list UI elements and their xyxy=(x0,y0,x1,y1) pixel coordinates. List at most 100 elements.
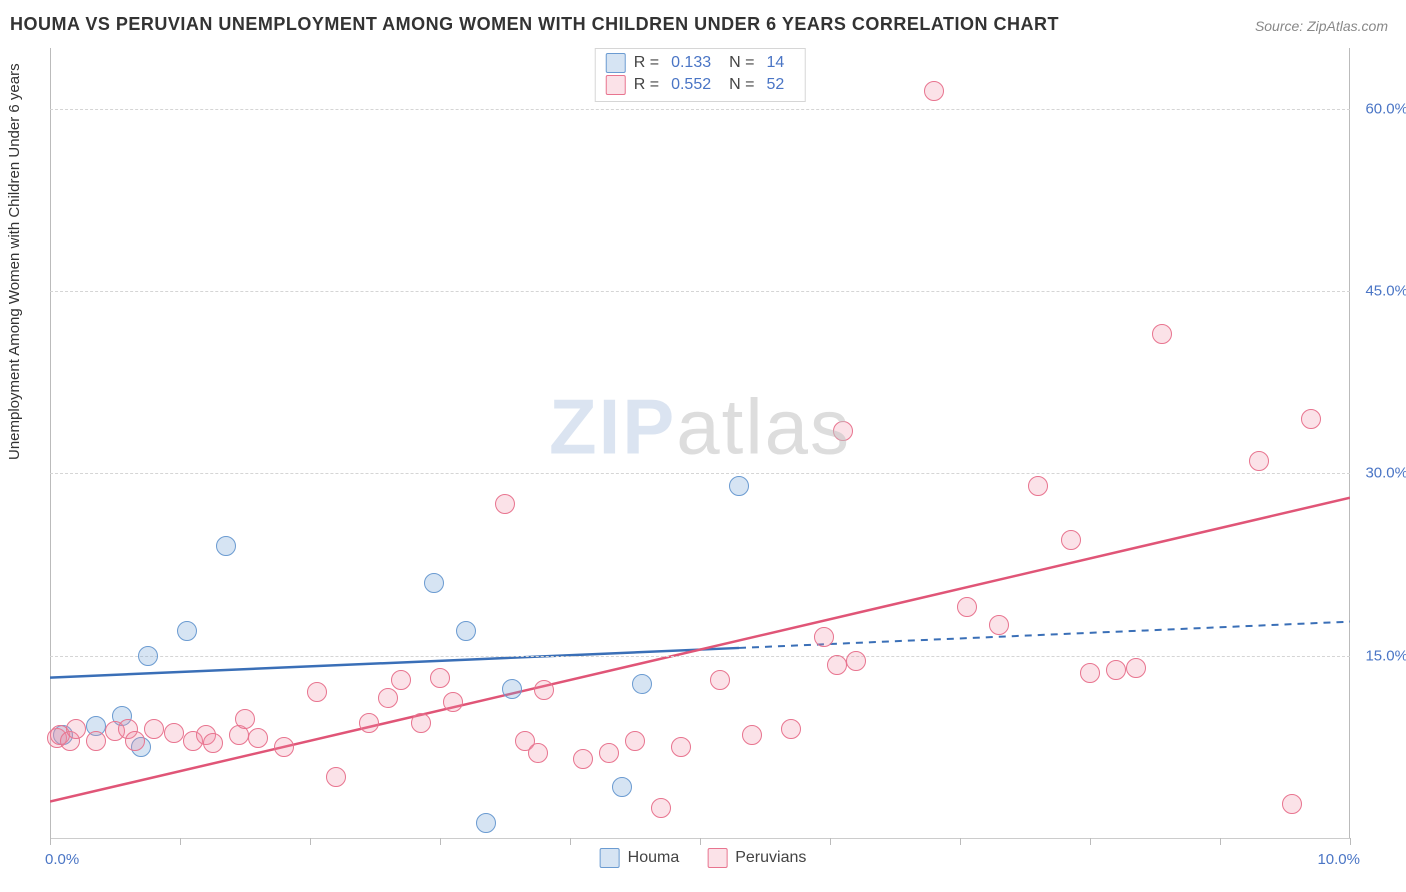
houma-point xyxy=(456,621,476,641)
grid-line xyxy=(50,473,1350,474)
houma-point xyxy=(177,621,197,641)
x-tick xyxy=(50,838,51,845)
peruvians-point xyxy=(125,731,145,751)
houma-point xyxy=(502,679,522,699)
legend-n-label: N = xyxy=(729,54,754,72)
peruvians-point xyxy=(651,798,671,818)
x-tick xyxy=(310,838,311,845)
peruvians-point xyxy=(833,421,853,441)
peruvians-point xyxy=(989,615,1009,635)
peruvians-point xyxy=(144,719,164,739)
peruvians-point xyxy=(924,81,944,101)
peruvians-point xyxy=(528,743,548,763)
peruvians-point xyxy=(1282,794,1302,814)
houma-point xyxy=(632,674,652,694)
peruvians-point xyxy=(957,597,977,617)
houma-point xyxy=(424,573,444,593)
correlation-legend: R = 0.133 N = 14 R = 0.552 N = 52 xyxy=(595,48,806,102)
peruvians-point xyxy=(827,655,847,675)
peruvians-point xyxy=(203,733,223,753)
peruvians-point xyxy=(742,725,762,745)
legend-label: Peruvians xyxy=(735,849,806,867)
peruvians-point xyxy=(378,688,398,708)
watermark: ZIPatlas xyxy=(549,382,851,473)
chart-title: HOUMA VS PERUVIAN UNEMPLOYMENT AMONG WOM… xyxy=(10,14,1059,35)
peruvians-point xyxy=(1028,476,1048,496)
legend-r-label: R = xyxy=(634,54,659,72)
watermark-rest: atlas xyxy=(676,383,851,471)
legend-n-value: 14 xyxy=(766,54,784,72)
x-tick xyxy=(570,838,571,845)
peruvians-point xyxy=(625,731,645,751)
y-tick-label: 45.0% xyxy=(1365,283,1406,300)
x-tick xyxy=(700,838,701,845)
legend-r-value: 0.552 xyxy=(671,76,711,94)
peruvians-point xyxy=(1061,530,1081,550)
peruvians-point xyxy=(1301,409,1321,429)
peruvians-point xyxy=(411,713,431,733)
houma-point xyxy=(138,646,158,666)
peruvians-point xyxy=(1152,324,1172,344)
peruvians-point xyxy=(599,743,619,763)
y-axis-line-right xyxy=(1349,48,1350,838)
legend-r-value: 0.133 xyxy=(671,54,711,72)
y-tick-label: 60.0% xyxy=(1365,100,1406,117)
legend-stat-row-houma: R = 0.133 N = 14 xyxy=(606,52,795,74)
x-tick xyxy=(1350,838,1351,845)
grid-line xyxy=(50,656,1350,657)
peruvians-trend-line xyxy=(50,498,1350,802)
y-tick-label: 15.0% xyxy=(1365,647,1406,664)
grid-line xyxy=(50,291,1350,292)
legend-n-label: N = xyxy=(729,76,754,94)
peruvians-point xyxy=(326,767,346,787)
peruvians-point xyxy=(164,723,184,743)
peruvians-point xyxy=(1080,663,1100,683)
peruvians-point xyxy=(1249,451,1269,471)
series-legend: Houma Peruvians xyxy=(600,848,807,868)
legend-swatch xyxy=(606,75,626,95)
houma-point xyxy=(216,536,236,556)
peruvians-point xyxy=(495,494,515,514)
grid-line xyxy=(50,109,1350,110)
x-tick xyxy=(1090,838,1091,845)
houma-point xyxy=(612,777,632,797)
x-tick xyxy=(180,838,181,845)
source-attribution: Source: ZipAtlas.com xyxy=(1255,18,1388,34)
legend-label: Houma xyxy=(628,849,680,867)
legend-item-peruvians: Peruvians xyxy=(707,848,806,868)
peruvians-point xyxy=(1126,658,1146,678)
y-tick-label: 30.0% xyxy=(1365,465,1406,482)
peruvians-point xyxy=(573,749,593,769)
legend-swatch xyxy=(707,848,727,868)
peruvians-point xyxy=(1106,660,1126,680)
x-tick xyxy=(830,838,831,845)
peruvians-point xyxy=(274,737,294,757)
peruvians-point xyxy=(846,651,866,671)
chart-plot-area: ZIPatlas R =0.133N =14R =0.552N =52 15.0… xyxy=(50,48,1350,839)
legend-item-houma: Houma xyxy=(600,848,680,868)
x-tick xyxy=(1220,838,1221,845)
peruvians-point xyxy=(235,709,255,729)
legend-n-value: 52 xyxy=(766,76,784,94)
peruvians-point xyxy=(248,728,268,748)
peruvians-point xyxy=(781,719,801,739)
legend-swatch xyxy=(600,848,620,868)
watermark-bold: ZIP xyxy=(549,383,676,471)
peruvians-point xyxy=(391,670,411,690)
peruvians-point xyxy=(359,713,379,733)
x-tick xyxy=(440,838,441,845)
y-axis-line-left xyxy=(50,48,51,838)
x-tick-label: 0.0% xyxy=(45,851,79,868)
houma-point xyxy=(729,476,749,496)
peruvians-point xyxy=(814,627,834,647)
legend-r-label: R = xyxy=(634,76,659,94)
peruvians-point xyxy=(66,719,86,739)
peruvians-point xyxy=(430,668,450,688)
peruvians-point xyxy=(443,692,463,712)
legend-stat-row-peruvians: R = 0.552 N = 52 xyxy=(606,74,795,96)
peruvians-point xyxy=(307,682,327,702)
peruvians-point xyxy=(710,670,730,690)
y-axis-label: Unemployment Among Women with Children U… xyxy=(6,63,23,460)
houma-point xyxy=(476,813,496,833)
peruvians-point xyxy=(671,737,691,757)
